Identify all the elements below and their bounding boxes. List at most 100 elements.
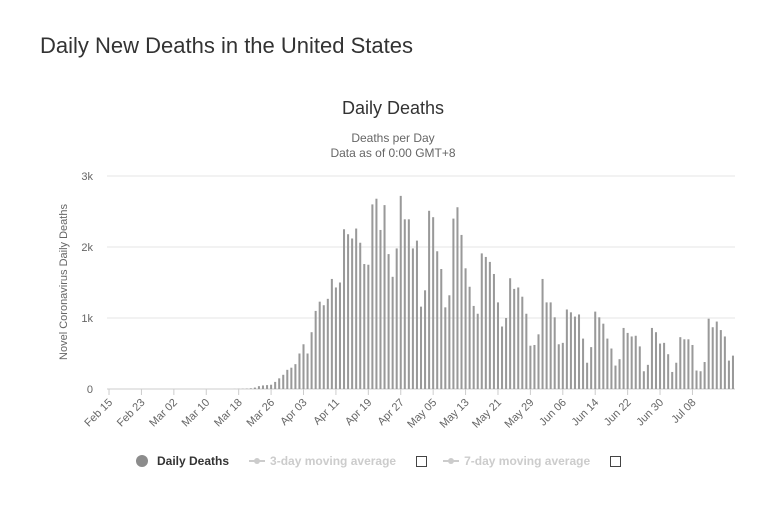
bar[interactable]	[472, 305, 475, 389]
bar[interactable]	[614, 365, 617, 389]
bar[interactable]	[683, 339, 686, 389]
bar[interactable]	[456, 207, 459, 389]
bar[interactable]	[582, 338, 585, 389]
bar[interactable]	[261, 385, 264, 389]
bar[interactable]	[565, 309, 568, 389]
bar[interactable]	[355, 228, 358, 389]
bar[interactable]	[476, 313, 479, 389]
bar[interactable]	[448, 295, 451, 389]
bar[interactable]	[727, 360, 730, 389]
bar[interactable]	[691, 344, 694, 389]
bar[interactable]	[298, 353, 301, 390]
bar[interactable]	[715, 321, 718, 389]
bar[interactable]	[618, 359, 621, 389]
bar[interactable]	[424, 290, 427, 389]
bar[interactable]	[363, 264, 366, 389]
bar[interactable]	[391, 276, 394, 389]
bar[interactable]	[415, 240, 418, 389]
bar[interactable]	[432, 217, 435, 389]
bar[interactable]	[290, 367, 293, 389]
bar[interactable]	[723, 336, 726, 389]
bar[interactable]	[703, 362, 706, 389]
bar[interactable]	[278, 378, 281, 389]
bar[interactable]	[719, 330, 722, 389]
bar[interactable]	[343, 229, 346, 389]
bar[interactable]	[634, 335, 637, 389]
bar[interactable]	[270, 384, 273, 389]
bar[interactable]	[513, 288, 516, 389]
checkbox-7-day-average[interactable]	[610, 455, 622, 467]
bar[interactable]	[646, 364, 649, 389]
bar[interactable]	[707, 318, 710, 389]
bar[interactable]	[533, 344, 536, 389]
bar[interactable]	[419, 306, 423, 389]
bar[interactable]	[480, 253, 483, 389]
bar[interactable]	[460, 234, 463, 389]
bar[interactable]	[699, 371, 702, 389]
bar[interactable]	[395, 248, 398, 389]
bar[interactable]	[310, 332, 313, 389]
bar[interactable]	[671, 371, 674, 389]
bar[interactable]	[590, 347, 593, 389]
bar[interactable]	[675, 362, 678, 389]
bar[interactable]	[529, 345, 532, 389]
bar[interactable]	[687, 339, 690, 389]
bar[interactable]	[484, 256, 487, 389]
bar[interactable]	[249, 388, 252, 389]
bar[interactable]	[330, 278, 333, 389]
bar[interactable]	[505, 318, 508, 389]
bar[interactable]	[549, 302, 552, 389]
bar[interactable]	[399, 195, 402, 389]
bar[interactable]	[695, 370, 698, 389]
bar[interactable]	[338, 282, 341, 390]
bar[interactable]	[282, 374, 285, 389]
bar[interactable]	[452, 218, 455, 389]
bar[interactable]	[610, 348, 613, 389]
bar[interactable]	[626, 332, 629, 389]
bar[interactable]	[642, 371, 645, 389]
bar[interactable]	[541, 278, 544, 389]
bar[interactable]	[326, 298, 329, 389]
bar[interactable]	[322, 305, 325, 389]
bar[interactable]	[428, 210, 431, 389]
bar[interactable]	[602, 323, 605, 389]
bar[interactable]	[650, 327, 653, 389]
bar[interactable]	[606, 338, 609, 389]
bar[interactable]	[545, 302, 548, 389]
bar[interactable]	[659, 343, 662, 389]
bar[interactable]	[578, 314, 581, 389]
bar[interactable]	[294, 364, 297, 389]
bar[interactable]	[586, 362, 589, 389]
bar[interactable]	[525, 313, 528, 389]
bar[interactable]	[630, 336, 633, 389]
bar[interactable]	[351, 238, 354, 389]
bar[interactable]	[663, 342, 666, 389]
bar[interactable]	[654, 332, 658, 389]
bar[interactable]	[573, 316, 576, 389]
bar[interactable]	[501, 326, 504, 389]
bar[interactable]	[286, 369, 289, 389]
bar[interactable]	[257, 386, 260, 389]
bar[interactable]	[509, 278, 512, 389]
legend-item-3-day-average[interactable]: 3-day moving average	[249, 454, 396, 468]
legend-item-daily-deaths[interactable]: Daily Deaths	[136, 454, 229, 468]
bar[interactable]	[638, 346, 641, 389]
legend-item-7-day-average[interactable]: 7-day moving average	[443, 454, 590, 468]
bar[interactable]	[266, 385, 269, 389]
bar[interactable]	[375, 198, 378, 389]
bar[interactable]	[468, 286, 471, 389]
bar[interactable]	[274, 381, 277, 389]
bar[interactable]	[359, 242, 362, 389]
bar[interactable]	[667, 354, 670, 389]
bar[interactable]	[679, 337, 682, 389]
bar[interactable]	[318, 301, 321, 389]
bar[interactable]	[411, 248, 414, 389]
bar[interactable]	[306, 353, 309, 390]
bar[interactable]	[387, 254, 390, 389]
bar[interactable]	[379, 229, 382, 389]
bar[interactable]	[598, 317, 601, 389]
bar[interactable]	[594, 311, 597, 389]
bar[interactable]	[302, 344, 305, 389]
bar[interactable]	[622, 327, 625, 389]
bar[interactable]	[464, 268, 467, 389]
